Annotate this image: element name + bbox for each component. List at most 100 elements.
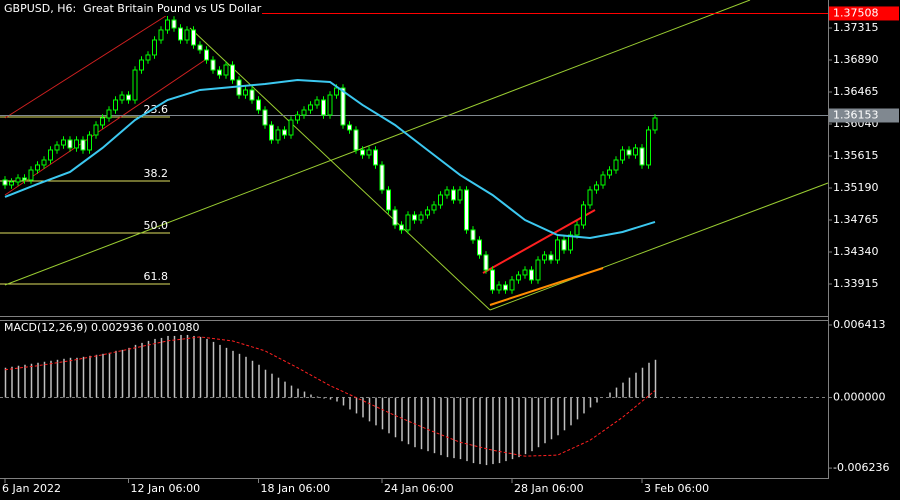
candle-body: [249, 89, 255, 101]
candle-body: [405, 214, 411, 231]
y-tick-label: 1.33915: [833, 277, 879, 290]
candle-body: [600, 174, 606, 186]
candle-body: [243, 89, 248, 96]
candle-body: [230, 64, 235, 81]
candle-body: [67, 139, 73, 149]
candle-body: [327, 94, 333, 116]
candle-body: [308, 104, 313, 111]
candle-body: [269, 124, 274, 141]
candle-body: [126, 94, 131, 101]
candle-body: [438, 194, 443, 206]
candle-body: [620, 149, 625, 161]
candle-body: [275, 129, 281, 141]
price-label: 1.36153: [833, 108, 879, 121]
candle-body: [334, 87, 339, 96]
candle-body: [431, 204, 437, 211]
y-tick-label: 1.34765: [833, 213, 879, 226]
y-tick-label: 1.37315: [833, 21, 879, 34]
candle-body: [652, 117, 658, 131]
fib-label: 61.8: [144, 270, 169, 283]
candle-body: [412, 214, 417, 221]
candle-body: [464, 189, 469, 231]
candle-body: [295, 114, 300, 121]
channel-line: [4, 11, 173, 119]
candle-body: [204, 49, 209, 61]
candle-body: [74, 139, 79, 149]
candle-body: [61, 139, 66, 146]
candle-body: [113, 99, 118, 111]
candle-body: [321, 99, 326, 116]
candle-body: [2, 179, 8, 186]
candle-body: [561, 239, 567, 251]
candle-body: [360, 149, 365, 156]
candle-body: [132, 69, 138, 101]
candle-body: [392, 209, 398, 226]
y-tick-label: 1.35615: [833, 149, 879, 162]
candle-body: [522, 269, 528, 276]
candle-body: [9, 181, 14, 186]
candle-body: [366, 149, 372, 156]
moving-average: [4, 78, 656, 240]
candle-body: [581, 204, 586, 226]
channel-line: [4, 0, 751, 286]
channel-line: [489, 182, 829, 311]
candle-body: [568, 234, 573, 251]
candle-body: [509, 279, 515, 291]
y-tick-label: 1.34340: [833, 245, 879, 258]
candle-body: [425, 209, 430, 216]
candle-body: [210, 59, 216, 71]
x-tick-label: 6 Jan 2022: [2, 482, 61, 495]
candle-body: [529, 269, 534, 281]
candle-body: [301, 109, 307, 116]
candle-body: [41, 159, 47, 166]
candle-body: [100, 117, 105, 126]
candle-body: [48, 149, 53, 161]
candle-body: [80, 139, 86, 151]
candle-body: [555, 239, 560, 261]
candle-body: [93, 124, 99, 136]
candle-body: [574, 224, 580, 236]
candle-body: [145, 54, 151, 61]
candle-body: [535, 259, 541, 281]
candle-body: [386, 189, 391, 211]
candle-body: [477, 239, 482, 256]
candle-body: [490, 269, 495, 291]
price-label: 1.37508: [833, 6, 879, 19]
candle-body: [15, 177, 21, 183]
candle-body: [158, 29, 164, 41]
x-tick-label: 12 Jan 06:00: [131, 482, 201, 495]
trend-line: [489, 267, 604, 306]
candle-body: [542, 254, 547, 261]
candle-body: [165, 19, 170, 31]
candle-body: [217, 69, 222, 76]
frame: [0, 0, 829, 479]
candle-body: [184, 29, 190, 41]
candle-body: [418, 214, 424, 221]
candle-body: [347, 124, 352, 131]
candle-body: [119, 94, 125, 101]
candle-body: [22, 177, 27, 181]
candle-body: [613, 159, 619, 171]
drawings: [0, 0, 829, 311]
candle-body: [457, 189, 463, 201]
candle-body: [373, 149, 378, 166]
fib-label: 50.0: [144, 219, 169, 232]
channel-line: [4, 59, 206, 196]
candle-body: [28, 169, 34, 181]
price-label-box: [829, 6, 899, 21]
fib-label: 38.2: [144, 167, 169, 180]
x-tick-label: 3 Feb 06:00: [644, 482, 709, 495]
x-tick-label: 28 Jan 06:00: [514, 482, 584, 495]
candle-body: [54, 144, 60, 151]
candle-body: [139, 59, 144, 71]
candle-body: [262, 109, 268, 126]
x-tick-label: 24 Jan 06:00: [384, 482, 454, 495]
candle-body: [191, 29, 196, 46]
candle-body: [106, 109, 112, 119]
fib-label: 23.6: [144, 103, 169, 116]
candle-body: [314, 99, 320, 106]
candle-body: [35, 164, 40, 171]
candle-body: [607, 169, 612, 176]
